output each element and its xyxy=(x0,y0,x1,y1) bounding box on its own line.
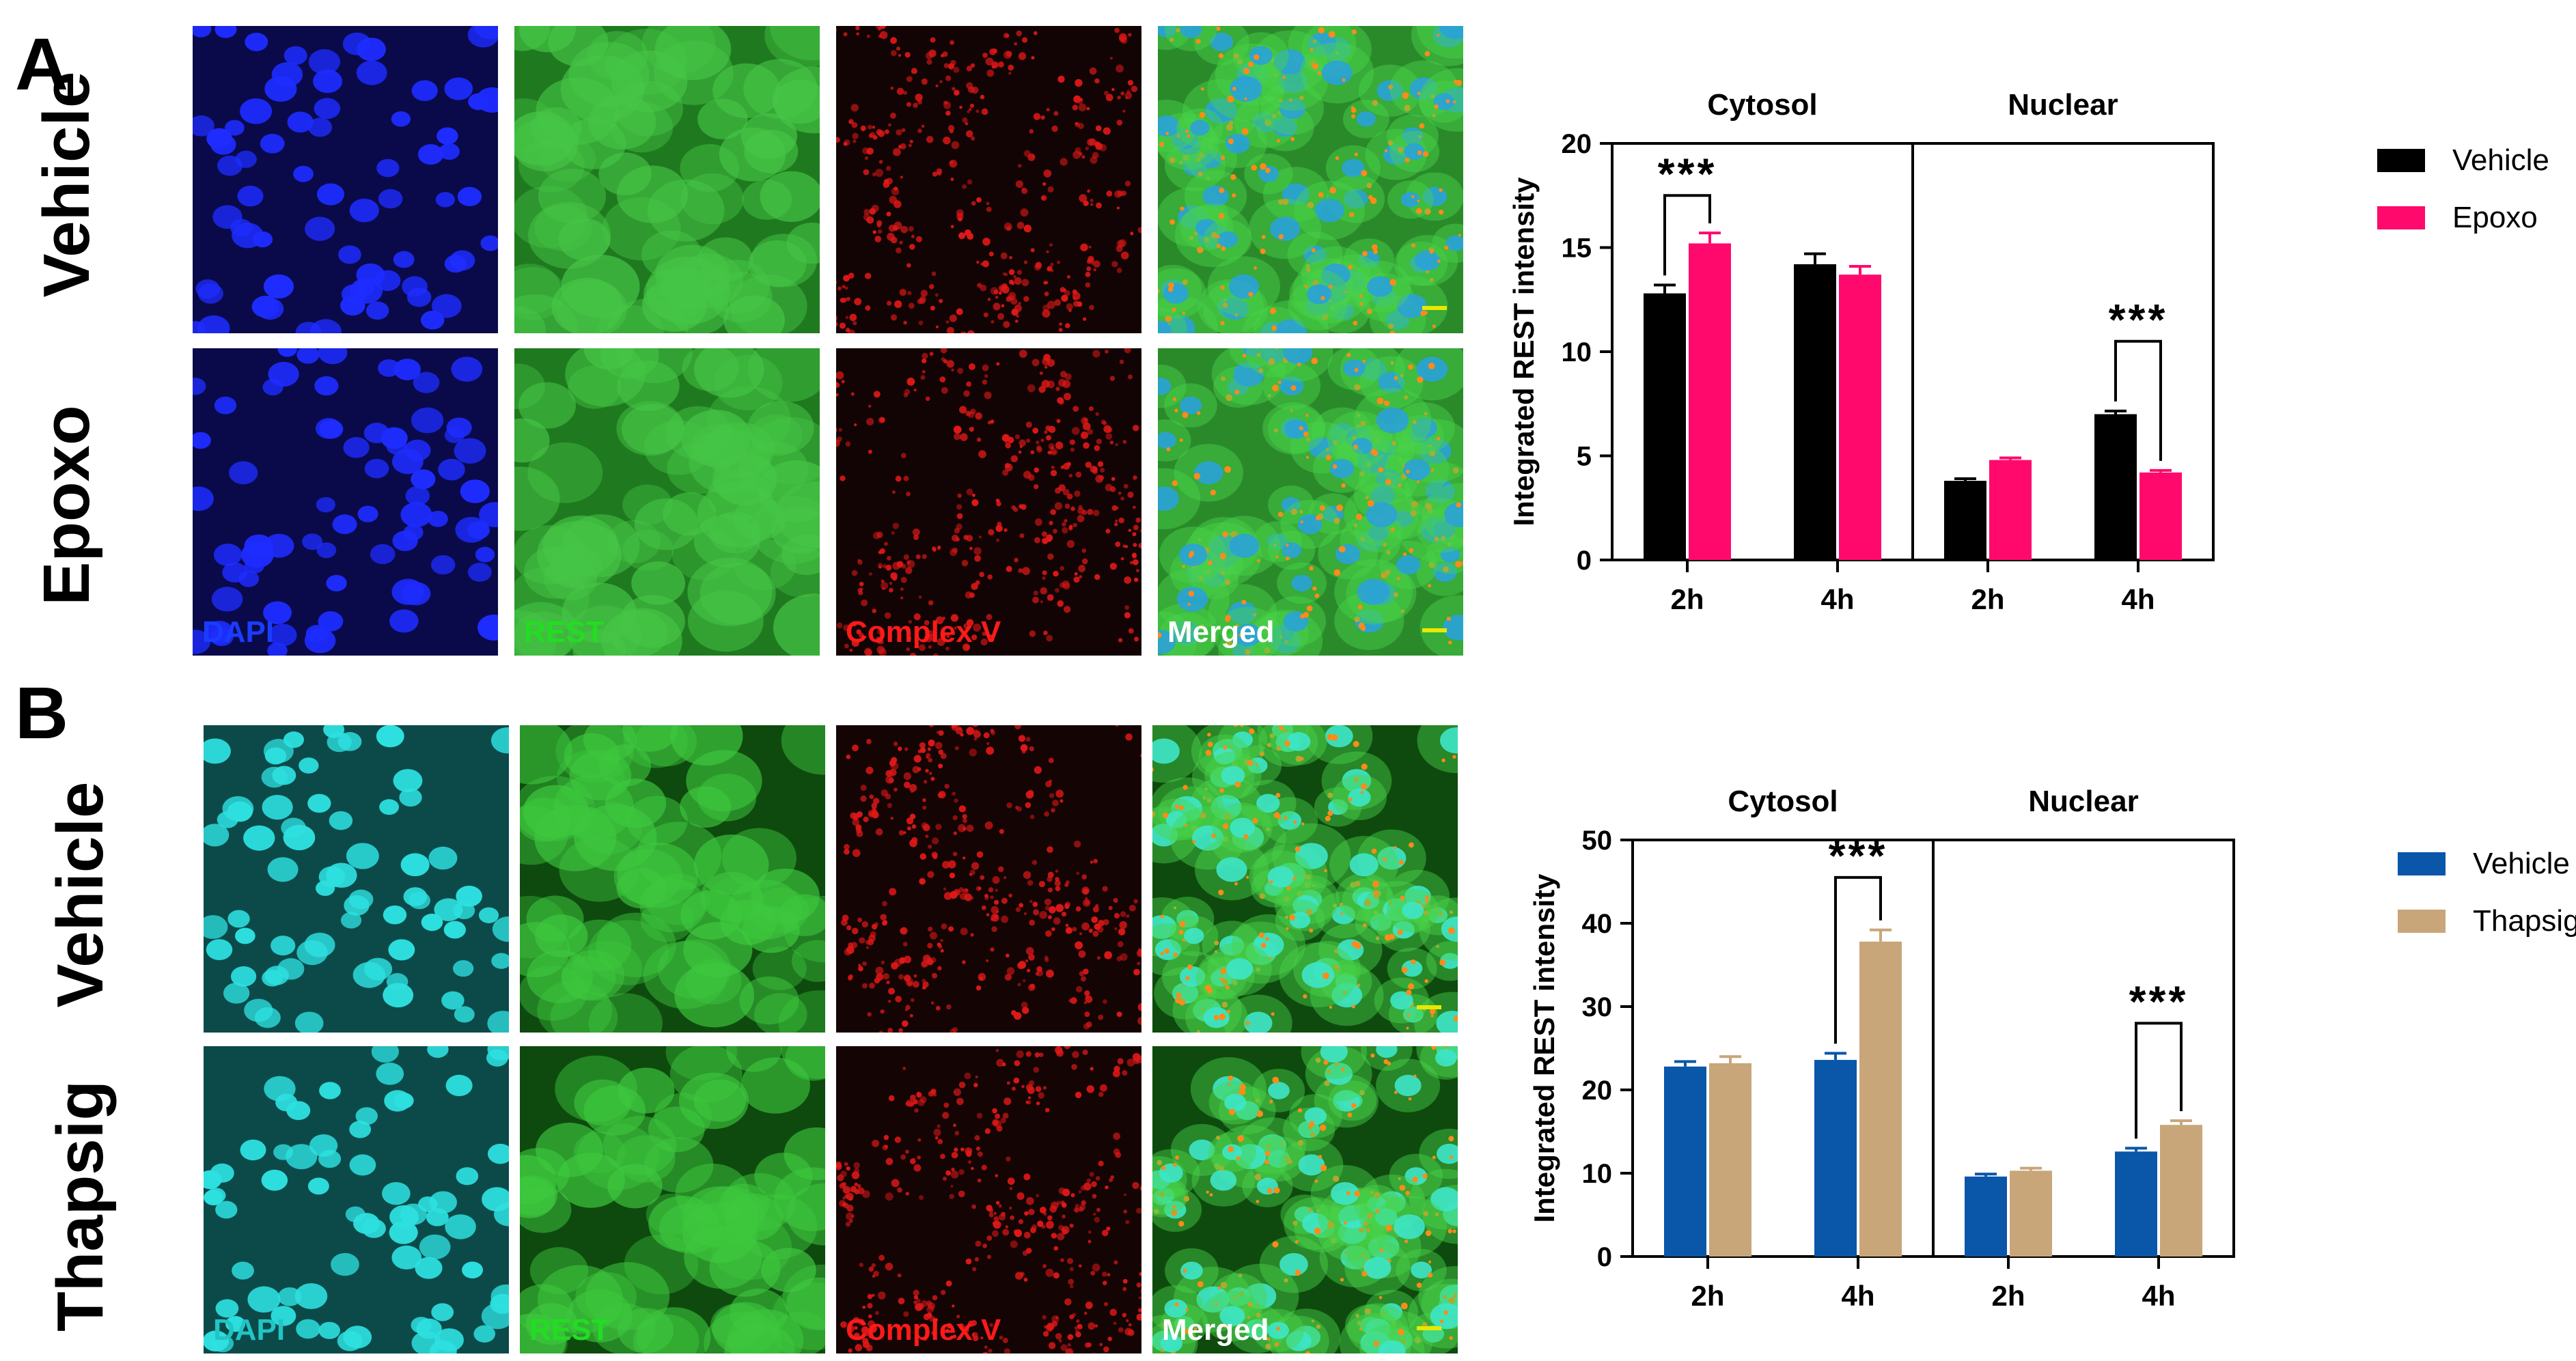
chart-a-bar-vehicle-3 xyxy=(2094,414,2137,560)
chart-a-bar-epoxo-1 xyxy=(1839,275,1881,560)
legend-label-epoxo-a: Epoxo xyxy=(2452,201,2538,234)
channel-label-b-merged: Merged xyxy=(1162,1313,1269,1347)
chart-b-xtick-label-1: 4h xyxy=(1841,1280,1874,1312)
chart-b-ylabel: Integrated REST intensity xyxy=(1528,873,1560,1223)
bar-chart-a-svg: Cytosol Nuclear 0 5 10 15 20 Integrated REST in… xyxy=(1508,88,2215,615)
micrograph-b-row1-rest xyxy=(520,725,825,1033)
channel-label-a-dapi: DAPI xyxy=(202,615,275,649)
channel-label-a-merged: Merged xyxy=(1167,615,1275,649)
bar-chart-b-svg: Cytosol Nuclear 0 10 20 30 40 50 Integrated REST… xyxy=(1528,785,2235,1312)
scale-bar xyxy=(1417,1326,1441,1330)
micrograph-b-row1-dapi xyxy=(204,725,509,1033)
chart-b-bar-thapsig-0 xyxy=(1709,1063,1751,1257)
channel-label-a-rest: REST xyxy=(524,615,605,649)
chart-a-bar-epoxo-2 xyxy=(1989,460,2032,560)
chart-b-bar-vehicle-1 xyxy=(1814,1060,1857,1257)
micrograph-a-row1-complex-v xyxy=(836,26,1141,333)
legend-label-thapsig-b: Thapsig xyxy=(2473,904,2576,938)
chart-a-sig-label-0: *** xyxy=(1658,149,1717,198)
chart-b-ytick-label-2: 20 xyxy=(1582,1076,1613,1106)
chart-a-ytick-label-0: 0 xyxy=(1577,546,1592,576)
chart-b-sig-bracket-0 xyxy=(1834,875,1882,1044)
row-label-epoxo-a: Epoxo xyxy=(30,405,103,606)
channel-label-b-complex-v: Complex V xyxy=(846,1313,1001,1347)
legend-item-vehicle-a: Vehicle xyxy=(2377,143,2549,178)
chart-a-bar-vehicle-2 xyxy=(1944,481,1986,560)
chart-b-bar-thapsig-2 xyxy=(2010,1170,2052,1257)
channel-label-b-rest: REST xyxy=(529,1313,610,1347)
legend-swatch-vehicle-b xyxy=(2398,852,2446,875)
chart-b-ytick-label-3: 30 xyxy=(1582,992,1613,1022)
panel-letter-a: A xyxy=(15,23,68,105)
micrograph-a-row2-complex-v xyxy=(836,348,1141,656)
micrograph-b-row2-complex-v xyxy=(836,1046,1141,1353)
micrograph-a-row1-dapi xyxy=(193,26,498,333)
chart-a-xtick-label-1: 4h xyxy=(1820,583,1854,615)
chart-b-xtick-label-3: 4h xyxy=(2142,1280,2175,1312)
micrograph-a-row2-dapi xyxy=(193,348,498,656)
chart-a-ylabel: Integrated REST intensity xyxy=(1508,177,1540,527)
row-label-thapsig-b: Thapsig xyxy=(44,1080,117,1332)
chart-b-ytick-label-4: 40 xyxy=(1582,909,1613,939)
chart-b-bar-vehicle-2 xyxy=(1965,1176,2007,1257)
chart-b-bar-vehicle-0 xyxy=(1664,1066,1706,1257)
scale-bar xyxy=(1422,628,1447,632)
micrograph-a-row1-rest xyxy=(514,26,820,333)
chart-b-section-title-0: Cytosol xyxy=(1728,785,1838,818)
chart-a-ytick-label-3: 15 xyxy=(1562,234,1592,264)
chart-b-xtick-label-0: 2h xyxy=(1691,1280,1724,1312)
chart-a-sig-bracket-0 xyxy=(1663,194,1711,276)
scale-bar xyxy=(1422,306,1447,310)
chart-b-sig-label-0: *** xyxy=(1829,831,1888,880)
chart-b-ytick-label-5: 50 xyxy=(1582,826,1613,856)
chart-a-sig-bracket-1 xyxy=(2114,339,2162,461)
chart-a-ytick-label-4: 20 xyxy=(1562,129,1592,159)
micrograph-b-row1-merged xyxy=(1152,725,1458,1033)
chart-b-bar-thapsig-1 xyxy=(1859,941,1902,1257)
micrograph-b-row2-merged xyxy=(1152,1046,1458,1353)
bar-chart-b: Cytosol Nuclear 0 10 20 30 40 50 Integrated REST… xyxy=(1516,765,2254,1338)
chart-a-section-title-0: Cytosol xyxy=(1707,88,1817,122)
chart-b-sig-bracket-1 xyxy=(2135,1022,2183,1139)
legend-label-vehicle-a: Vehicle xyxy=(2452,143,2549,177)
chart-b-xtick-label-2: 2h xyxy=(1991,1280,2025,1312)
legend-swatch-vehicle-a xyxy=(2377,149,2425,172)
chart-a-bar-epoxo-0 xyxy=(1689,243,1731,560)
scale-bar xyxy=(1417,1005,1441,1009)
channel-label-a-complex-v: Complex V xyxy=(846,615,1001,649)
chart-a-xtick-label-2: 2h xyxy=(1971,583,2004,615)
chart-b-ytick-label-1: 10 xyxy=(1582,1159,1613,1189)
legend-item-vehicle-b: Vehicle xyxy=(2398,847,2570,881)
panel-letter-b: B xyxy=(15,671,68,754)
micrograph-b-row2-rest xyxy=(520,1046,825,1353)
chart-a-bar-vehicle-1 xyxy=(1794,264,1836,560)
legend-item-epoxo-a: Epoxo xyxy=(2377,201,2538,235)
micrograph-a-row2-rest xyxy=(514,348,820,656)
bar-chart-a: Cytosol Nuclear 0 5 10 15 20 Integrated REST in… xyxy=(1496,68,2234,642)
chart-a-bar-vehicle-0 xyxy=(1644,293,1686,560)
legend-swatch-epoxo-a xyxy=(2377,206,2425,229)
legend-swatch-thapsig-b xyxy=(2398,910,2446,933)
channel-label-b-dapi: DAPI xyxy=(213,1313,286,1347)
row-label-vehicle-b: Vehicle xyxy=(44,781,117,1008)
chart-a-ytick-label-2: 10 xyxy=(1562,337,1592,367)
row-label-vehicle-a: Vehicle xyxy=(30,71,103,298)
chart-b-section-title-1: Nuclear xyxy=(2028,785,2138,818)
chart-a-sig-label-1: *** xyxy=(2109,295,2168,344)
chart-b-bar-thapsig-3 xyxy=(2160,1125,2202,1257)
chart-a-xtick-label-3: 4h xyxy=(2121,583,2155,615)
micrograph-a-row2-merged xyxy=(1158,348,1463,656)
chart-b-sig-label-1: *** xyxy=(2129,977,2189,1026)
micrograph-a-row1-merged xyxy=(1158,26,1463,333)
legend-label-vehicle-b: Vehicle xyxy=(2473,847,2570,880)
chart-b-ytick-label-0: 0 xyxy=(1597,1242,1612,1272)
chart-a-bar-epoxo-3 xyxy=(2139,472,2182,560)
chart-a-section-title-1: Nuclear xyxy=(2008,88,2118,122)
micrograph-b-row1-complex-v xyxy=(836,725,1141,1033)
micrograph-b-row2-dapi xyxy=(204,1046,509,1353)
chart-b-bar-vehicle-3 xyxy=(2115,1151,2157,1257)
legend-item-thapsig-b: Thapsig xyxy=(2398,904,2576,938)
chart-a-xtick-label-0: 2h xyxy=(1670,583,1704,615)
chart-a-ytick-label-1: 5 xyxy=(1577,442,1592,472)
